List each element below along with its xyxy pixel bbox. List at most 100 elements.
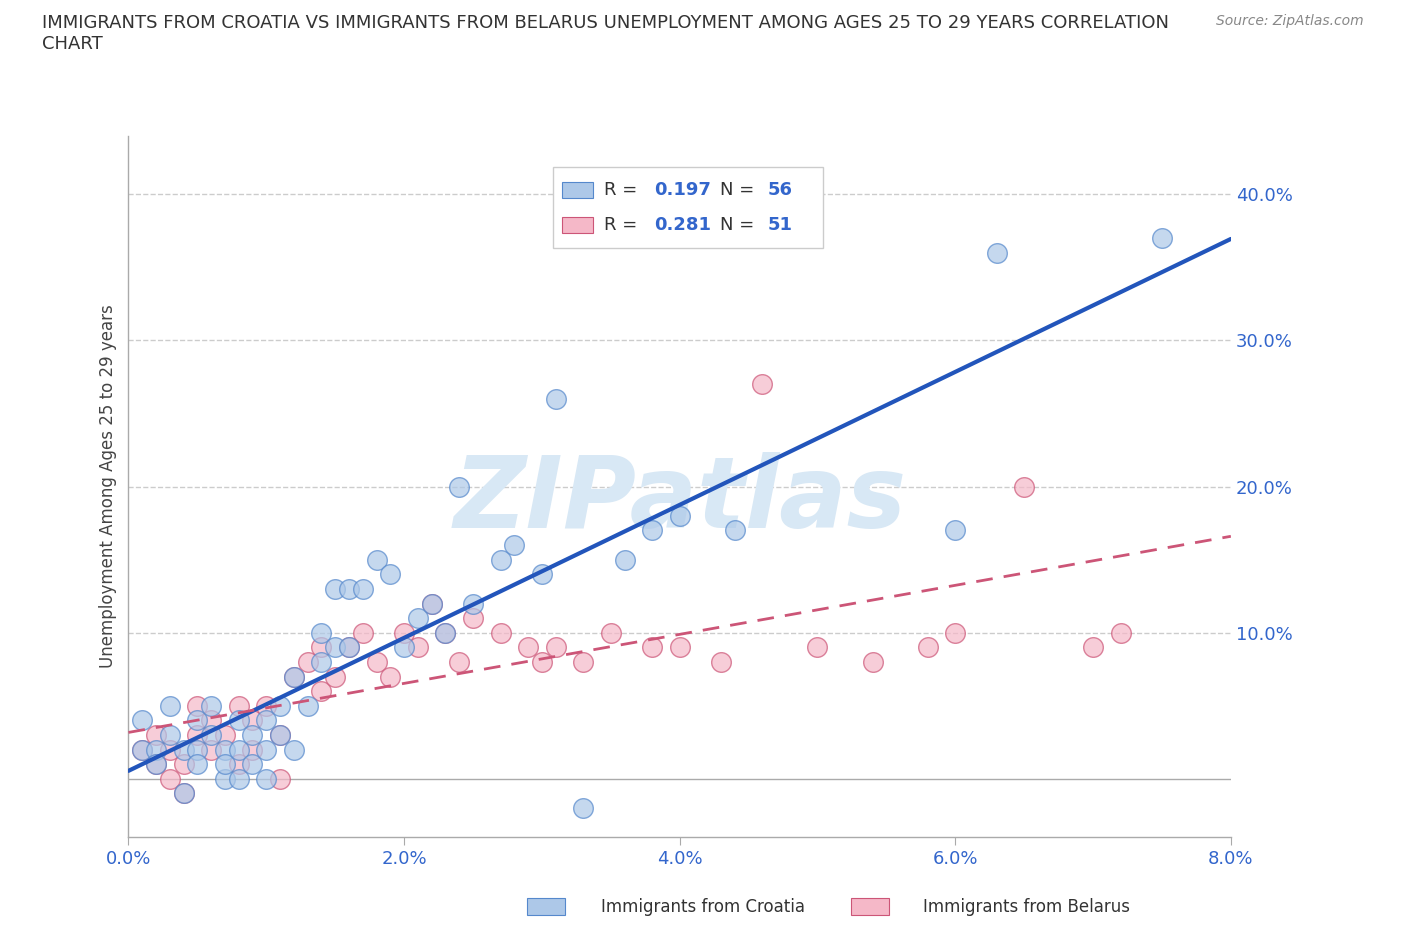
- Point: [434, 625, 457, 640]
- Point: [186, 698, 208, 713]
- Point: [242, 742, 264, 757]
- Point: [530, 655, 553, 670]
- Point: [145, 757, 167, 772]
- Point: [751, 377, 773, 392]
- Text: 0.197: 0.197: [654, 181, 711, 199]
- Point: [186, 757, 208, 772]
- Point: [668, 640, 690, 655]
- Point: [283, 669, 305, 684]
- Point: [806, 640, 828, 655]
- Point: [214, 727, 236, 742]
- Point: [420, 596, 443, 611]
- Point: [145, 742, 167, 757]
- Point: [269, 698, 291, 713]
- Point: [392, 625, 415, 640]
- Point: [668, 509, 690, 524]
- Point: [200, 713, 222, 728]
- Point: [489, 552, 512, 567]
- Point: [242, 727, 264, 742]
- Point: [710, 655, 733, 670]
- Point: [228, 713, 250, 728]
- Point: [297, 698, 319, 713]
- Point: [159, 771, 181, 786]
- Point: [449, 655, 471, 670]
- Point: [323, 581, 346, 596]
- Point: [159, 727, 181, 742]
- Point: [1012, 479, 1035, 494]
- Point: [380, 567, 402, 582]
- Point: [323, 640, 346, 655]
- Point: [380, 669, 402, 684]
- Point: [173, 757, 195, 772]
- Point: [297, 655, 319, 670]
- Point: [254, 742, 277, 757]
- Point: [173, 786, 195, 801]
- Point: [337, 640, 360, 655]
- Text: 51: 51: [768, 216, 793, 234]
- Point: [283, 669, 305, 684]
- Point: [1081, 640, 1104, 655]
- Point: [200, 742, 222, 757]
- Point: [724, 523, 747, 538]
- Point: [862, 655, 884, 670]
- Point: [420, 596, 443, 611]
- Point: [254, 771, 277, 786]
- Point: [530, 567, 553, 582]
- Point: [641, 640, 664, 655]
- Point: [311, 655, 333, 670]
- Text: N =: N =: [720, 216, 761, 234]
- Point: [352, 625, 374, 640]
- Point: [544, 392, 567, 406]
- Text: Source: ZipAtlas.com: Source: ZipAtlas.com: [1216, 14, 1364, 28]
- Point: [214, 771, 236, 786]
- Point: [131, 742, 153, 757]
- Point: [228, 698, 250, 713]
- Point: [214, 757, 236, 772]
- Text: R =: R =: [605, 181, 644, 199]
- Point: [254, 698, 277, 713]
- Point: [406, 640, 429, 655]
- Point: [214, 742, 236, 757]
- Text: 56: 56: [768, 181, 793, 199]
- Text: Immigrants from Croatia: Immigrants from Croatia: [600, 897, 806, 916]
- Text: 0.281: 0.281: [654, 216, 711, 234]
- Point: [392, 640, 415, 655]
- Point: [228, 757, 250, 772]
- Point: [131, 713, 153, 728]
- Point: [254, 713, 277, 728]
- Point: [572, 801, 595, 816]
- Point: [434, 625, 457, 640]
- Point: [337, 581, 360, 596]
- Point: [242, 713, 264, 728]
- Point: [917, 640, 939, 655]
- Point: [311, 684, 333, 698]
- Point: [544, 640, 567, 655]
- Point: [145, 727, 167, 742]
- Point: [311, 640, 333, 655]
- Point: [242, 757, 264, 772]
- Point: [200, 698, 222, 713]
- Point: [986, 246, 1008, 260]
- Point: [599, 625, 621, 640]
- Point: [200, 727, 222, 742]
- Point: [613, 552, 636, 567]
- Point: [461, 611, 484, 626]
- Point: [159, 698, 181, 713]
- Point: [186, 727, 208, 742]
- Text: Immigrants from Belarus: Immigrants from Belarus: [922, 897, 1130, 916]
- Bar: [562, 182, 593, 197]
- Point: [366, 552, 388, 567]
- Point: [269, 727, 291, 742]
- Point: [1109, 625, 1132, 640]
- Point: [159, 742, 181, 757]
- Point: [943, 625, 966, 640]
- Point: [186, 742, 208, 757]
- Point: [1150, 231, 1173, 246]
- Point: [449, 479, 471, 494]
- Text: ZIPatlas: ZIPatlas: [453, 452, 907, 549]
- Bar: [562, 218, 593, 232]
- Point: [311, 625, 333, 640]
- Point: [173, 742, 195, 757]
- Point: [323, 669, 346, 684]
- Point: [131, 742, 153, 757]
